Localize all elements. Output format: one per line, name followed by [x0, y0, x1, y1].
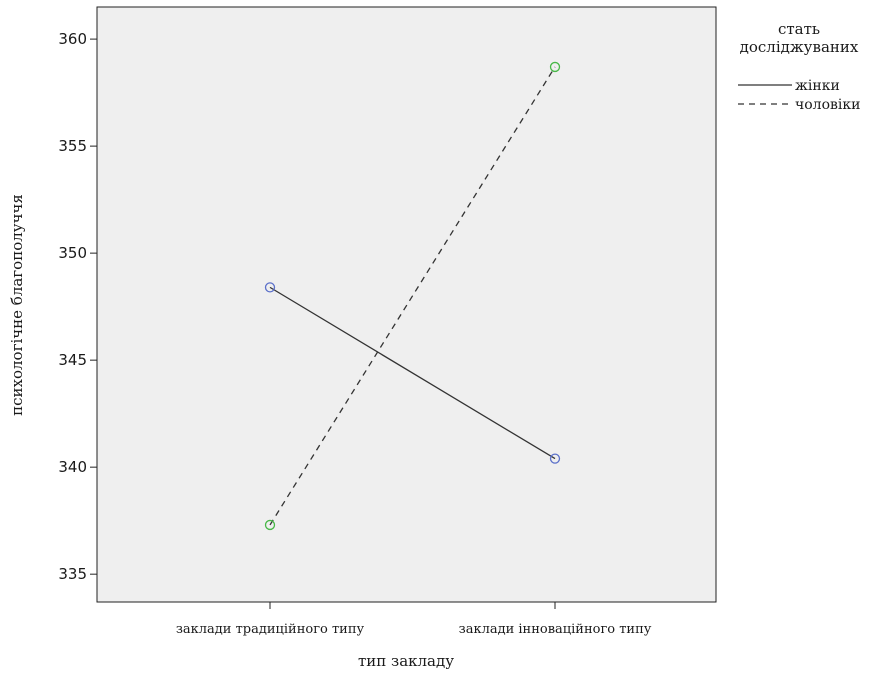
y-tick-label: 335: [58, 565, 87, 583]
series-2-point: [549, 61, 561, 73]
x-tick-label: заклади традиційного типу: [176, 622, 365, 637]
legend-label-cholovik: чоловіки: [795, 97, 860, 113]
x-axis-title: тип закладу: [358, 652, 454, 670]
y-axis-title: психологічне благополуччя: [8, 194, 26, 416]
plot-area: [96, 6, 717, 603]
y-tick-label: 360: [58, 30, 87, 48]
x-axis: заклади традиційного типу заклади інновац…: [176, 602, 652, 637]
y-tick-label: 355: [58, 137, 87, 155]
series-2-point: [264, 519, 276, 531]
series-1-point: [549, 453, 561, 464]
legend-label-zhinky: жінки: [795, 78, 840, 94]
series-1-point: [264, 282, 276, 293]
legend-title-line-2: досліджуваних: [740, 38, 859, 56]
y-axis: 335 340 345 350 355 360: [58, 30, 97, 583]
legend: стать досліджуваних жінки чоловіки: [738, 20, 860, 113]
y-tick-label: 350: [58, 244, 87, 262]
y-tick-label: 340: [58, 458, 87, 476]
series-line-2: [269, 66, 556, 526]
y-tick-label: 345: [58, 351, 87, 369]
series-line-1: [269, 286, 556, 460]
legend-title-line-1: стать: [778, 20, 820, 38]
x-tick-label: заклади інноваційного типу: [459, 622, 652, 637]
series-layer: [264, 61, 561, 531]
